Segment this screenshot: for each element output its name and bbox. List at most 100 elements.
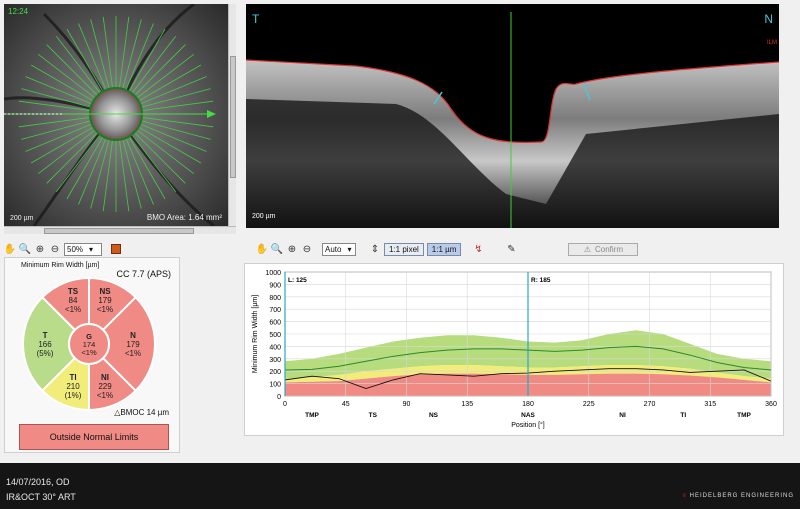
x-tick-label: 45 — [342, 401, 350, 408]
x-tick-label: 90 — [403, 401, 411, 408]
temporal-label: T — [252, 12, 260, 26]
y-axis-label: Minimum Rim Width [µm] — [252, 295, 259, 373]
sector-t-text: 166 — [38, 340, 52, 349]
um-ratio-button[interactable]: 1:1 µm — [426, 242, 462, 256]
sector-chart: NS179<1%TS84<1%T166(5%)TI210(1%)NI229<1%… — [22, 276, 156, 412]
status-text: Outside Normal Limits — [49, 432, 139, 442]
brand-mark: ≡ — [682, 493, 690, 499]
x-tick-label: 0 — [283, 401, 287, 408]
scale-mode-value: Auto — [325, 244, 342, 254]
segmentation-edit-icon[interactable]: ↯ — [474, 243, 483, 255]
sector-axis-label: NI — [619, 412, 626, 419]
fundus-horizontal-scrollbar[interactable] — [4, 226, 236, 234]
x-tick-label: 315 — [704, 401, 716, 408]
cursor-left-label: L: 125 — [288, 277, 307, 284]
sector-t-text: (5%) — [37, 349, 54, 358]
mrw-title: Minimum Rim Width [µm] — [21, 262, 100, 269]
y-tick-label: 0 — [277, 394, 281, 401]
zoom-out-icon[interactable]: ⊖ — [302, 243, 312, 255]
sector-ns-text: 179 — [98, 296, 112, 305]
sector-axis-label: TMP — [737, 412, 751, 419]
sector-n-text: <1% — [125, 349, 141, 358]
y-tick-label: 600 — [269, 320, 281, 327]
sector-ni-text: 229 — [98, 382, 112, 391]
y-tick-label: 300 — [269, 357, 281, 364]
x-tick-label: 270 — [644, 401, 656, 408]
pixel-ratio-button[interactable]: 1:1 pixel — [384, 242, 424, 256]
sector-g — [68, 323, 110, 365]
zoom-in-icon[interactable]: ⊕ — [35, 243, 45, 255]
sector-n-text: 179 — [126, 340, 140, 349]
confirm-label: Confirm — [595, 244, 624, 254]
fundus-scale-bar: 200 µm — [10, 215, 34, 222]
sector-ts-text: <1% — [65, 305, 81, 314]
sector-axis-label: NS — [429, 412, 439, 419]
chevron-down-icon: ▾ — [89, 244, 94, 254]
sector-axis-label: TI — [680, 412, 686, 419]
zoom-icon[interactable]: 🔍 — [270, 243, 284, 255]
oct-toolbar: ✋ 🔍 ⊕ ⊖ Auto ▾ ⇕ 1:1 pixel 1:1 µm ↯ ✎ ⚠ Co… — [255, 242, 639, 256]
y-tick-label: 700 — [269, 307, 281, 314]
fundus-time: 12:24 — [8, 7, 29, 16]
bottom-info-bar: 14/07/2016, OD IR&OCT 30° ART ≡ HEIDELBE… — [0, 463, 800, 509]
y-tick-label: 400 — [269, 344, 281, 351]
zoom-value: 50% — [67, 244, 84, 254]
zoom-out-icon[interactable]: ⊖ — [50, 243, 60, 255]
y-tick-label: 200 — [269, 369, 281, 376]
sector-ti-text: (1%) — [65, 391, 82, 400]
x-axis-label: Position [°] — [511, 421, 545, 429]
oct-bscan[interactable]: T N ILM 200 µm — [246, 4, 779, 228]
classification-status: Outside Normal Limits — [19, 424, 169, 450]
sector-n-text: N — [130, 331, 136, 340]
scroll-thumb[interactable] — [230, 56, 236, 178]
sector-ni-text: <1% — [97, 391, 113, 400]
sector-t-text: T — [43, 331, 48, 340]
oct-scale-bar: 200 µm — [252, 213, 276, 220]
sector-ti-text: 210 — [66, 382, 80, 391]
color-mode-button[interactable] — [111, 244, 121, 254]
brand-logo: ≡ HEIDELBERG ENGINEERING — [682, 493, 794, 499]
x-tick-label: 360 — [765, 401, 777, 408]
nasal-label: N — [764, 12, 773, 26]
warning-icon: ⚠ — [583, 244, 591, 254]
sector-ns-text: NS — [99, 287, 111, 296]
zoom-select[interactable]: 50% ▾ — [64, 242, 102, 256]
fundus-toolbar: ✋ 🔍 ⊕ ⊖ 50% ▾ — [4, 242, 121, 256]
zoom-in-icon[interactable]: ⊕ — [287, 243, 297, 255]
fundus-svg — [4, 4, 228, 226]
sector-g-text: <1% — [81, 348, 97, 357]
scroll-thumb[interactable] — [44, 228, 194, 234]
sector-ni-text: NI — [101, 373, 109, 382]
graph-svg: 0 100 200 300 400 500 600 700 800 900 1000 0 45 90 135… — [252, 270, 777, 429]
y-tick-label: 500 — [269, 332, 281, 339]
fundus-image[interactable]: 12:24 200 µm BMO Area: 1.64 mm² — [4, 4, 228, 226]
oct-svg — [246, 12, 779, 228]
bmoc-label: △BMOC 14 µm — [114, 408, 169, 417]
zoom-icon[interactable]: 🔍 — [18, 243, 32, 255]
sector-ti-text: TI — [69, 373, 76, 382]
x-tick-label: 180 — [522, 401, 534, 408]
confirm-button[interactable]: ⚠ Confirm — [568, 242, 639, 256]
sector-g-text: G — [86, 332, 92, 341]
sector-axis-label: TS — [369, 412, 378, 419]
hand-icon[interactable]: ✋ — [3, 243, 17, 255]
cursor-right-label: R: 185 — [531, 277, 551, 284]
sector-ts-text: 84 — [69, 296, 78, 305]
mrw-profile-graph: 0 100 200 300 400 500 600 700 800 900 1000 0 45 90 135… — [244, 263, 784, 436]
sector-g-text: 174 — [83, 340, 96, 349]
scale-mode-select[interactable]: Auto ▾ — [322, 242, 356, 256]
ilm-label: ILM — [766, 40, 777, 46]
hand-icon[interactable]: ✋ — [255, 243, 269, 255]
sector-ts-text: TS — [68, 287, 79, 296]
y-tick-label: 800 — [269, 295, 281, 302]
brand-name: HEIDELBERG ENGINEERING — [689, 493, 794, 499]
y-tick-label: 900 — [269, 282, 281, 289]
classification-label: CC 7.7 (APS) — [116, 269, 171, 279]
sector-axis-label: NAS — [521, 412, 535, 419]
x-tick-label: 225 — [583, 401, 595, 408]
annotation-icon[interactable]: ✎ — [507, 243, 516, 255]
sector-ns-text: <1% — [97, 305, 113, 314]
mrw-panel: Minimum Rim Width [µm] CC 7.7 (APS) NS 17… — [4, 257, 180, 453]
fundus-vertical-scrollbar[interactable] — [228, 4, 236, 226]
fit-height-icon[interactable]: ⇕ — [370, 243, 380, 255]
